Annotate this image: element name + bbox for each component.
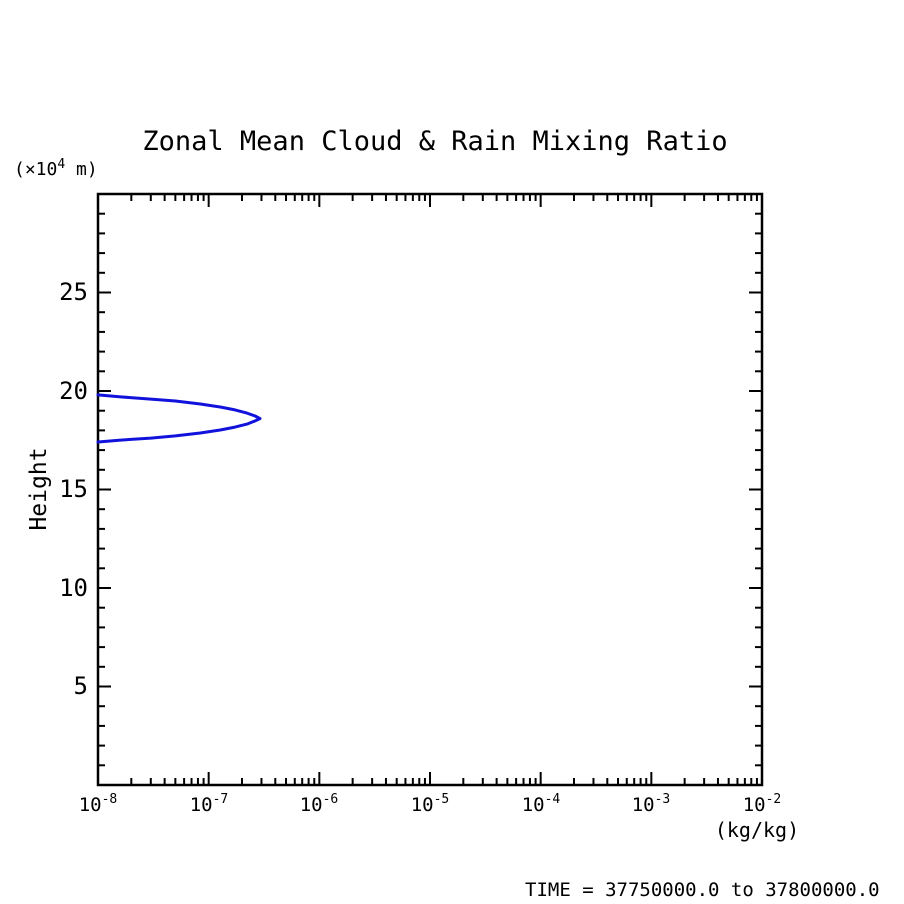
x-tick-base: 10 <box>743 794 766 816</box>
x-tick-base: 10 <box>411 794 434 816</box>
x-tick-label-1e-4: 10-4 <box>522 792 561 816</box>
y-tick-label-25: 25 <box>59 278 88 306</box>
y-unit-suffix: m) <box>65 159 98 180</box>
time-caption: TIME = 37750000.0 to 37800000.0 <box>525 879 880 901</box>
y-tick-label-10: 10 <box>59 574 88 602</box>
x-tick-exponent: -7 <box>213 792 229 807</box>
y-tick-label-15: 15 <box>59 475 88 503</box>
y-axis-unit-label: (×104 m) <box>14 157 98 180</box>
x-tick-exponent: -8 <box>102 792 118 807</box>
x-tick-exponent: -3 <box>655 792 671 807</box>
x-tick-base: 10 <box>300 794 323 816</box>
y-unit-prefix: (×10 <box>14 159 57 180</box>
x-tick-label-1e-6: 10-6 <box>300 792 339 816</box>
y-tick-label-20: 20 <box>59 377 88 405</box>
x-tick-label-1e-7: 10-7 <box>190 792 229 816</box>
y-axis-title: Height <box>26 447 52 530</box>
contour-line <box>96 393 262 444</box>
y-unit-exponent: 4 <box>57 157 65 172</box>
x-tick-label-1e-8: 10-8 <box>79 792 118 816</box>
x-tick-exponent: -5 <box>434 792 450 807</box>
x-tick-exponent: -6 <box>323 792 339 807</box>
x-tick-base: 10 <box>79 794 102 816</box>
y-tick-label-5: 5 <box>74 672 88 700</box>
chart-title: Zonal Mean Cloud & Rain Mixing Ratio <box>142 126 727 157</box>
x-tick-label-1e-5: 10-5 <box>411 792 450 816</box>
x-tick-exponent: -2 <box>766 792 782 807</box>
x-tick-label-1e-3: 10-3 <box>632 792 671 816</box>
x-tick-base: 10 <box>190 794 213 816</box>
x-tick-label-1e-2: 10-2 <box>743 792 782 816</box>
axis-ticks <box>97 194 763 785</box>
x-tick-exponent: -4 <box>545 792 561 807</box>
contour-line-group <box>96 393 262 444</box>
plot-area-border <box>96 192 764 787</box>
x-tick-base: 10 <box>522 794 545 816</box>
x-axis-unit-label: (kg/kg) <box>715 818 799 842</box>
x-tick-base: 10 <box>632 794 655 816</box>
